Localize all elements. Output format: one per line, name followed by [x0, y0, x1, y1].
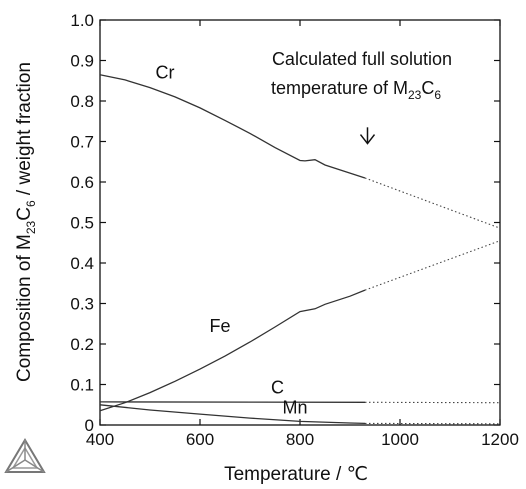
series-line-cr: [99, 74, 366, 179]
x-tick-label: 600: [186, 430, 214, 449]
series-label-cr: Cr: [156, 63, 175, 83]
annotation-arrow: [359, 127, 376, 145]
y-tick-label: 0.7: [70, 133, 94, 152]
annotation-line2: temperature of M23C6: [271, 78, 441, 102]
series-extrapolation-cr: [364, 177, 501, 229]
y-tick-label: 0.4: [70, 254, 94, 273]
annotation-line1: Calculated full solution: [272, 49, 452, 69]
y-tick-label: 1.0: [70, 11, 94, 30]
y-tick-label: 0.1: [70, 376, 94, 395]
series-label-mn: Mn: [282, 398, 307, 418]
y-tick-label: 0.6: [70, 173, 94, 192]
arrow-head: [359, 134, 376, 145]
y-tick-label: 0.5: [70, 214, 94, 233]
y-tick-label: 0: [85, 416, 94, 435]
annotation-sub1: 23: [408, 88, 422, 102]
y-title-sub1: 23: [24, 220, 38, 234]
series-label-fe: Fe: [209, 316, 230, 336]
y-title-pre: Composition of M: [14, 234, 35, 382]
y-tick-label: 0.3: [70, 295, 94, 314]
annotation-mid: C: [421, 78, 434, 98]
y-title-post: / weight fraction: [14, 62, 35, 200]
annotation-line2-pre: temperature of M: [271, 78, 408, 98]
x-axis-title: Temperature / ℃: [224, 464, 368, 485]
x-tick-label: 1000: [381, 430, 419, 449]
y-title-mid: C: [14, 207, 35, 221]
annotation-sub2: 6: [434, 88, 441, 102]
y-tick-label: 0.2: [70, 335, 94, 354]
series-extrapolation-fe: [364, 240, 501, 291]
y-title-sub2: 6: [24, 200, 38, 207]
x-tick-label: 800: [286, 430, 314, 449]
series-labels: Cr Fe CMn: [156, 63, 308, 418]
y-tick-label: 0.8: [70, 92, 94, 111]
series-line-fe: [99, 289, 366, 412]
ticks: 400 600 800 1000 1200 0 0.1 0.2 0.3 0.4 0.5 0.6 0.7 0…: [70, 11, 519, 449]
x-tick-label: 400: [86, 430, 114, 449]
y-tick-label: 0.9: [70, 52, 94, 71]
series-label-c: C: [271, 377, 284, 397]
y-axis-title: Composition of M23C6 / weight fraction: [14, 62, 38, 382]
series-lines: [99, 74, 501, 425]
x-tick-label: 1200: [481, 430, 519, 449]
thermo-calc-logo: [4, 438, 46, 473]
series-line-mn: [99, 404, 366, 425]
